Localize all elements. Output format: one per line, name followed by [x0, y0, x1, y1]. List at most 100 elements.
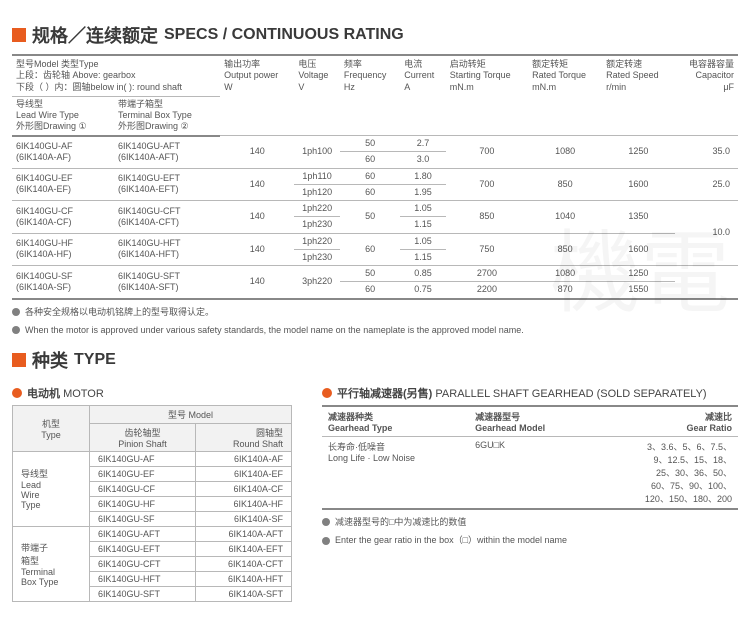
c-rs-cn: 额定转速 — [606, 59, 642, 69]
table-row: 6IK140A-AFT — [195, 526, 291, 541]
tb-dw: 外形图Drawing ② — [118, 121, 189, 131]
col-model-l1: 型号Model 类型Type — [16, 59, 99, 69]
gray-dot-icon — [322, 518, 330, 526]
cell-volt: 1ph220 — [294, 233, 340, 249]
gh-sub-en: PARALLEL SHAFT GEARHEAD (SOLD SEPARATELY… — [435, 388, 706, 400]
cell-start: 750 — [446, 233, 528, 266]
c-freq-cn: 频率 — [344, 59, 362, 69]
type-header: 种类 TYPE — [12, 347, 738, 373]
gearhead-notes: 减速器型号的□中为减速比的数值 Enter the gear ratio in … — [322, 516, 738, 547]
type-title-cn: 种类 — [32, 347, 68, 373]
orange-dot-icon — [322, 388, 332, 398]
table-row: 6IK140GU-SF — [90, 511, 196, 526]
col-model-l2: 上段：齿轮轴 Above: gearbox — [16, 70, 136, 80]
gray-dot-icon — [12, 308, 20, 316]
cell-start: 2200 — [446, 282, 528, 299]
c-rs-u: r/min — [606, 82, 626, 92]
cell-current: 1.05 — [400, 201, 445, 217]
gray-dot-icon — [322, 537, 330, 545]
gh-row-type-en: Long Life · Low Noise — [328, 453, 415, 463]
c-st-u: mN.m — [450, 82, 474, 92]
table-row: 6IK140GU-CF(6IK140A-CF) — [12, 201, 114, 234]
cell-freq: 60 — [340, 168, 400, 184]
c-cap-cn: 电容器容量 — [689, 59, 734, 69]
cell-current: 1.80 — [400, 168, 445, 184]
cell-freq: 50 — [340, 201, 400, 234]
cell-cap: 25.0 — [675, 168, 738, 201]
cell-current: 1.15 — [400, 249, 445, 265]
table-row: 6IK140GU-AF — [90, 451, 196, 466]
cell-volt: 3ph220 — [294, 266, 340, 299]
cell-start: 700 — [446, 168, 528, 201]
gh-row-model: 6GU□K — [469, 436, 591, 509]
cell-current: 0.85 — [400, 266, 445, 282]
gh-row-ratios: 3、3.6、5、6、7.5、 9、12.5、15、18、 25、30、36、50… — [591, 436, 738, 509]
mt-term-label: 带端子箱型TerminalBox Type — [13, 526, 90, 601]
c-power-u: W — [224, 82, 233, 92]
cell-start: 2700 — [446, 266, 528, 282]
table-row: 6IK140GU-AFT(6IK140A-AFT) — [114, 136, 220, 169]
cell-freq: 50 — [340, 136, 400, 152]
mt-pin-cn: 齿轮轴型 — [124, 428, 160, 438]
cell-volt: 1ph230 — [294, 217, 340, 233]
cell-speed: 1550 — [602, 282, 674, 299]
cell-rated: 870 — [528, 282, 602, 299]
table-row: 6IK140GU-HFT — [90, 571, 196, 586]
motor-table: 机型Type 型号 Model 齿轮轴型Pinion Shaft 圆轴型Roun… — [12, 405, 292, 602]
cell-speed: 1600 — [602, 168, 674, 201]
cell-current: 1.05 — [400, 233, 445, 249]
cell-speed: 1250 — [602, 266, 674, 282]
cell-current: 1.15 — [400, 217, 445, 233]
c-volt-u: V — [298, 82, 304, 92]
gh-ratio-en: Gear Ratio — [686, 423, 732, 433]
table-row: 6IK140GU-SFT(6IK140A-SFT) — [114, 266, 220, 299]
cell-volt: 1ph110 — [294, 168, 340, 184]
notes-block: 各种安全规格以电动机铭牌上的型号取得认定。 When the motor is … — [12, 306, 738, 337]
cell-current: 1.95 — [400, 184, 445, 200]
c-rt-en: Rated Torque — [532, 70, 586, 80]
gh-type-cn: 减速器种类 — [328, 412, 373, 422]
table-row: 6IK140A-EF — [195, 466, 291, 481]
table-row: 6IK140GU-EF — [90, 466, 196, 481]
mt-rnd-en: Round Shaft — [233, 439, 283, 449]
table-row: 6IK140GU-CFT(6IK140A-CFT) — [114, 201, 220, 234]
gh-row-type-cn: 长寿命·低噪音 — [328, 442, 385, 452]
note-en: When the motor is approved under various… — [25, 324, 524, 337]
c-cur-en: Current — [404, 70, 434, 80]
cell-cap: 10.0 — [675, 201, 738, 266]
gh-model-en: Gearhead Model — [475, 423, 545, 433]
cell-current: 0.75 — [400, 282, 445, 299]
table-row: 6IK140GU-EFT — [90, 541, 196, 556]
table-row: 6IK140GU-AF(6IK140A-AF) — [12, 136, 114, 169]
cell-freq: 50 — [340, 266, 400, 282]
mt-model: 型号 Model — [90, 405, 292, 423]
table-row: 6IK140A-HFT — [195, 571, 291, 586]
cell-rated: 1080 — [528, 136, 602, 169]
cell-rated: 850 — [528, 168, 602, 201]
specs-header: 规格／连续额定 SPECS / CONTINUOUS RATING — [12, 22, 738, 48]
cell-freq: 60 — [340, 233, 400, 266]
table-row: 6IK140A-EFT — [195, 541, 291, 556]
c-cur-cn: 电流 — [404, 59, 422, 69]
c-volt-en: Voltage — [298, 70, 328, 80]
cell-power: 140 — [220, 136, 294, 169]
cell-current: 2.7 — [400, 136, 445, 152]
c-rt-cn: 额定转矩 — [532, 59, 568, 69]
gray-dot-icon — [12, 326, 20, 334]
cell-cap — [675, 266, 738, 299]
type-title-en: TYPE — [74, 351, 116, 369]
note-cn: 各种安全规格以电动机铭牌上的型号取得认定。 — [25, 306, 214, 319]
table-row: 6IK140A-AF — [195, 451, 291, 466]
cell-start: 850 — [446, 201, 528, 234]
gh-note-en: Enter the gear ratio in the box（□）within… — [335, 534, 567, 547]
mt-rnd-cn: 圆轴型 — [256, 428, 283, 438]
table-row: 6IK140GU-SFT — [90, 586, 196, 601]
cell-cap: 35.0 — [675, 136, 738, 169]
c-rt-u: mN.m — [532, 82, 556, 92]
mt-lead-label: 导线型LeadWireType — [13, 451, 90, 526]
cell-power: 140 — [220, 266, 294, 299]
table-row: 6IK140GU-CF — [90, 481, 196, 496]
cell-current: 3.0 — [400, 152, 445, 168]
specs-title-en: SPECS / CONTINUOUS RATING — [164, 26, 404, 44]
motor-sub-cn: 电动机 — [27, 388, 60, 400]
